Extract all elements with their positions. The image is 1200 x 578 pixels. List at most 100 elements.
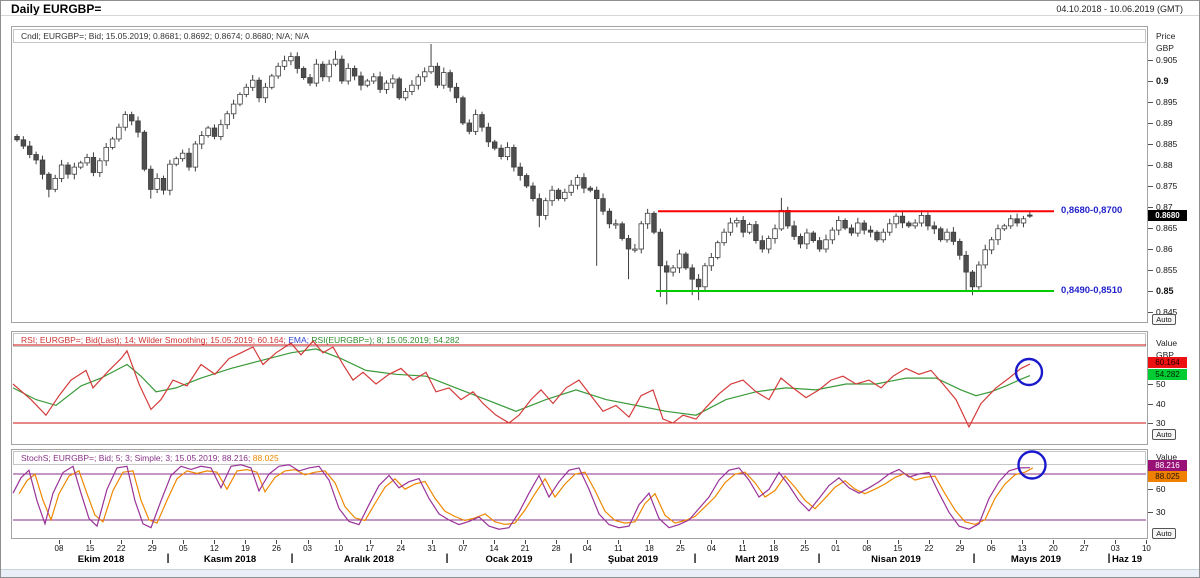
price-tick-dash: [1148, 165, 1153, 166]
stoch-d-value-badge: 88.025: [1148, 471, 1187, 482]
rsi-legend-ema-label: EMA;: [288, 335, 312, 345]
price-tick-dash: [1148, 81, 1153, 82]
title-separator: [1, 15, 1199, 16]
week-tick-mark: [493, 540, 495, 544]
week-tick-mark: [307, 540, 309, 544]
rsi-tick-label: 40: [1156, 398, 1166, 409]
rsi-auto-button[interactable]: Auto: [1152, 429, 1176, 440]
price-axis-unit: GBP: [1156, 43, 1174, 53]
week-tick-label: 25: [800, 544, 810, 553]
week-tick-mark: [338, 540, 340, 544]
rsi-tick-label: 50: [1156, 379, 1166, 389]
price-tick-label: 0.895: [1156, 97, 1178, 107]
week-tick-mark: [214, 540, 216, 544]
stoch-annotation-circle[interactable]: [1017, 450, 1047, 480]
week-tick-label: 01: [831, 544, 841, 553]
week-tick-label: 04: [582, 544, 592, 553]
month-label: Kasım 2018: [203, 554, 257, 565]
month-label: Ekim 2018: [77, 554, 125, 565]
week-tick-label: 12: [209, 544, 219, 553]
week-tick-label: 20: [1048, 544, 1058, 553]
price-tick-dash: [1148, 144, 1153, 145]
week-tick-mark: [525, 540, 527, 544]
rsi-tick-dash: [1148, 403, 1153, 405]
candle-legend[interactable]: Cndl; EURGBP=; Bid; 15.05.2019; 0.8681; …: [13, 29, 1146, 43]
month-separator: |: [817, 553, 821, 564]
price-tick-dash: [1148, 291, 1153, 292]
price-tick-label: 0.86: [1156, 244, 1173, 254]
rsi-annotation-circle[interactable]: [1014, 357, 1044, 387]
month-label: Şubat 2019: [607, 554, 659, 565]
price-tick-dash: [1148, 312, 1153, 313]
rsi-legend[interactable]: RSI; EURGBP=; Bid(Last); 14; Wilder Smoo…: [13, 333, 1146, 347]
week-tick-label: 15: [85, 544, 95, 553]
week-tick-label: 10: [1141, 544, 1151, 553]
week-tick-mark: [587, 540, 589, 544]
month-separator: |: [1107, 553, 1111, 564]
current-price-badge: 0.8680: [1148, 209, 1187, 221]
week-tick-mark: [556, 540, 558, 544]
week-tick-mark: [991, 540, 993, 544]
week-tick-mark: [1053, 540, 1055, 544]
week-tick-mark: [369, 540, 371, 544]
week-tick-mark: [245, 540, 247, 544]
price-tick-label: 0.885: [1156, 139, 1178, 149]
week-tick-label: 22: [924, 544, 934, 553]
week-tick-label: 26: [272, 544, 281, 553]
week-tick-label: 03: [1110, 544, 1120, 553]
price-tick-label: 0.875: [1156, 181, 1178, 191]
price-axis-title: Price: [1156, 31, 1176, 41]
rsi-legend-rsi-text: RSI; EURGBP=; Bid(Last); 14; Wilder Smoo…: [21, 335, 289, 345]
week-tick-label: 18: [644, 544, 654, 553]
week-tick-mark: [1146, 540, 1148, 544]
candlestick-chart[interactable]: [11, 26, 1148, 323]
rsi-ema-line: [12, 348, 1031, 416]
month-label: Aralık 2018: [343, 554, 395, 565]
stoch-auto-button[interactable]: Auto: [1152, 528, 1176, 539]
stochastic-chart[interactable]: [11, 449, 1148, 539]
rsi-value-badge: 60.164: [1148, 357, 1187, 368]
price-tick-dash: [1148, 270, 1153, 271]
rsi-panel[interactable]: [11, 331, 1148, 445]
week-tick-mark: [152, 540, 154, 544]
month-separator: |: [166, 553, 170, 564]
price-tick-dash: [1148, 60, 1153, 61]
stoch-legend[interactable]: StochS; EURGBP=; Bid; 5; 3; Simple; 3; 1…: [13, 451, 1146, 465]
price-tick-dash: [1148, 123, 1153, 124]
week-tick-label: 03: [303, 544, 312, 553]
week-tick-label: 06: [986, 544, 996, 553]
week-tick-mark: [276, 540, 278, 544]
price-tick-label: 0.89: [1156, 118, 1173, 128]
week-tick-label: 31: [427, 544, 437, 553]
main-auto-button[interactable]: Auto: [1152, 314, 1176, 325]
month-label: Nisan 2019: [871, 554, 921, 565]
rsi-line: [12, 340, 1031, 429]
rsi-axis-title: Value: [1156, 338, 1178, 348]
week-tick-mark: [928, 540, 930, 544]
bottom-divider: [1, 569, 1199, 570]
price-tick-dash: [1148, 249, 1153, 250]
stoch-k-line: [12, 464, 1031, 530]
stoch-legend-d-value: 88.025: [252, 453, 279, 463]
price-tick-label: 0.855: [1156, 265, 1178, 275]
week-tick-label: 24: [396, 544, 406, 553]
week-tick-label: 13: [1017, 544, 1027, 553]
rsi-chart[interactable]: [11, 331, 1148, 445]
stoch-tick-label: 60: [1156, 484, 1166, 495]
week-tick-mark: [400, 540, 402, 544]
stoch-tick-dash: [1148, 489, 1153, 491]
week-tick-mark: [835, 540, 837, 544]
price-tick-label: 0.85: [1156, 286, 1174, 296]
month-separator: |: [693, 553, 697, 564]
price-tick-label: 0.87: [1156, 202, 1173, 212]
week-tick-mark: [897, 540, 899, 544]
price-tick-label: 0.9: [1156, 76, 1169, 86]
stoch-axis-title: Value: [1156, 452, 1178, 462]
week-tick-mark: [618, 540, 620, 544]
week-tick-label: 17: [365, 544, 375, 553]
week-tick-mark: [462, 540, 464, 544]
main-price-panel[interactable]: [11, 26, 1148, 323]
price-tick-dash: [1148, 102, 1153, 103]
week-tick-mark: [90, 540, 92, 544]
